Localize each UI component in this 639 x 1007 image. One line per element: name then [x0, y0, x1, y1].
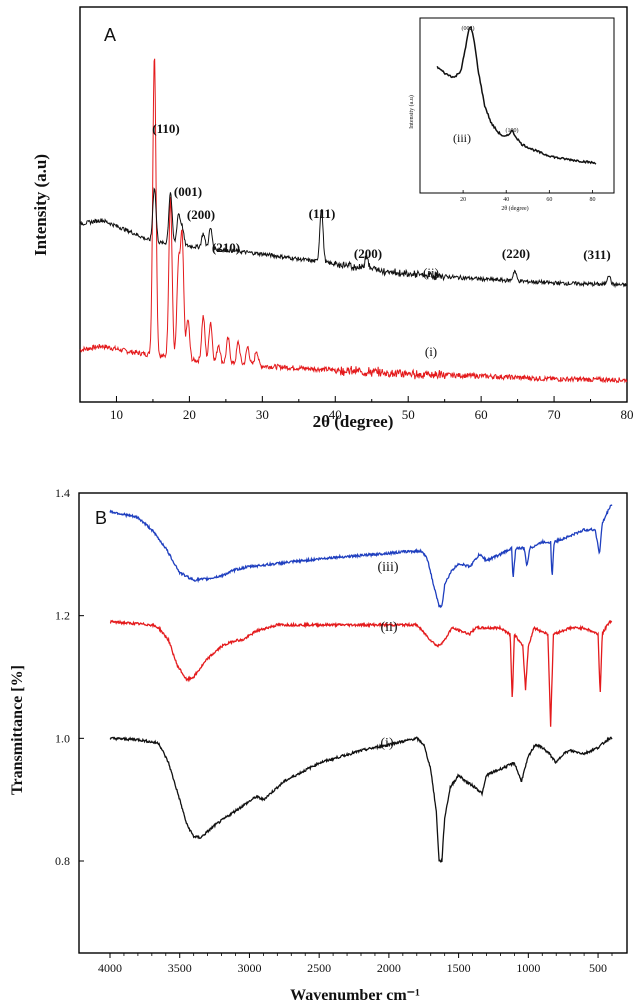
panel-b-series-iii-line [109, 504, 613, 609]
inset-x-tick-label: 60 [546, 197, 552, 203]
panel-b-frame [78, 492, 628, 954]
inset-series-iii-line [436, 26, 597, 165]
peak-label-311: (311) [583, 247, 610, 262]
inset-x-tick-label: 20 [460, 197, 466, 203]
peak-label-200-a: (200) [187, 207, 215, 222]
panel-a-x-tick-label: 10 [110, 407, 123, 422]
peak-label-200-b: (200) [354, 246, 382, 261]
peak-label-111: (111) [309, 206, 336, 221]
panel-a-series-ii-label: (ii) [423, 265, 439, 280]
inset-x-axis: 20 40 60 80 [460, 190, 595, 203]
panel-b-y-axis: 0.8 1.0 1.2 1.4 [55, 486, 84, 868]
panel-b-series-i-line [109, 736, 613, 863]
panel-a-series-i-line [79, 58, 628, 384]
inset-x-axis-label: 2θ (degree) [501, 205, 528, 212]
panel-b-y-tick-label: 0.8 [55, 854, 70, 868]
panel-a-x-tick-label: 50 [402, 407, 415, 422]
panel-b-y-tick-label: 1.2 [55, 609, 70, 623]
panel-b-x-tick-label: 4000 [98, 961, 122, 975]
panel-a-series-i-label: (i) [425, 344, 437, 359]
panel-b-letter: B [95, 508, 107, 528]
inset-x-tick-label: 80 [589, 197, 595, 203]
panel-b-x-tick-label: 3000 [237, 961, 261, 975]
panel-b-x-axis-label: Wavenumber cm⁻¹ [290, 987, 420, 1004]
panel-a: A 10 20 30 40 50 60 70 80 2θ (degree) Intensity… [31, 6, 634, 431]
panel-a-x-tick-label: 20 [183, 407, 196, 422]
panel-b-series-ii-line [109, 619, 613, 727]
panel-b-y-axis-label: Transmittance [%] [9, 665, 26, 795]
panel-b-series-i-label: (i) [380, 736, 394, 751]
panel-a-x-tick-label: 30 [256, 407, 269, 422]
panel-a-frame [79, 6, 628, 403]
panel-a-peak-labels: (110) (001) (200) (210) (111) (200) (220… [152, 121, 610, 262]
panel-b-x-tick-label: 2500 [307, 961, 331, 975]
panel-a-x-tick-label: 80 [621, 407, 634, 422]
inset-x-tick-label: 40 [503, 197, 509, 203]
panel-b-x-tick-label: 2000 [377, 961, 401, 975]
panel-b: B 4000 3500 3000 2500 2000 1500 1000 500 0.8 1.0… [9, 486, 628, 1004]
peak-label-110: (110) [152, 121, 179, 136]
panel-a-letter: A [104, 25, 116, 45]
inset-peak-label-100: (100) [506, 127, 519, 134]
panel-a-inset: 20 40 60 80 (002) (100) (iii) 2θ (degree) I… [408, 17, 615, 212]
panel-b-x-tick-label: 1500 [447, 961, 471, 975]
inset-y-axis-label: Intensity (a.u) [408, 95, 415, 129]
panel-b-x-tick-label: 500 [589, 961, 607, 975]
panel-b-y-tick-label: 1.4 [55, 486, 70, 500]
panel-a-y-axis-label: Intensity (a.u) [31, 154, 50, 256]
peak-label-001: (001) [174, 184, 202, 199]
panel-b-x-tick-label: 3500 [168, 961, 192, 975]
panel-a-x-axis-label: 2θ (degree) [313, 412, 394, 431]
panel-b-y-tick-label: 1.0 [55, 731, 70, 745]
panel-a-x-tick-label: 70 [548, 407, 561, 422]
panel-b-series-ii-label: (ii) [380, 620, 397, 635]
inset-frame [419, 17, 615, 194]
panel-a-x-tick-label: 40 [329, 407, 342, 422]
panel-b-series-iii-label: (iii) [378, 560, 399, 575]
panel-b-x-axis: 4000 3500 3000 2500 2000 1500 1000 500 [98, 953, 613, 975]
inset-peak-label-002: (002) [462, 25, 475, 32]
panel-a-x-axis: 10 20 30 40 50 60 70 80 [79, 396, 634, 422]
panel-a-series-ii-line [79, 187, 628, 289]
panel-a-x-tick-label: 60 [475, 407, 488, 422]
panel-b-x-tick-label: 1000 [516, 961, 540, 975]
peak-label-210: (210) [212, 240, 240, 255]
inset-series-iii-label: (iii) [453, 131, 471, 145]
peak-label-220: (220) [502, 246, 530, 261]
